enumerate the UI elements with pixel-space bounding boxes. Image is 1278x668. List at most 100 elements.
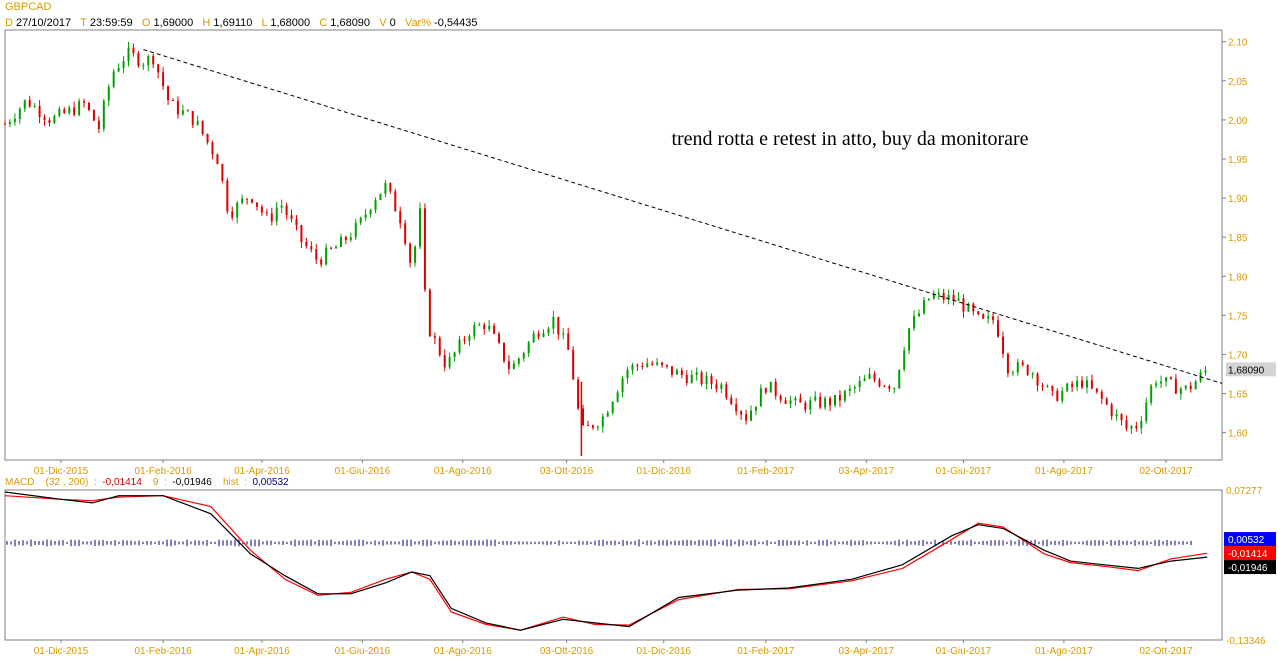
candle-down-body xyxy=(63,109,66,113)
candle-up-body xyxy=(646,363,649,368)
macd-histogram xyxy=(6,539,1192,547)
price-y-tick-label: 1,95 xyxy=(1228,155,1248,166)
candle-down-body xyxy=(982,314,985,319)
candle-up-body xyxy=(354,222,357,238)
candle-down-body xyxy=(715,384,718,390)
candle-down-body xyxy=(1026,364,1029,375)
candle-down-body xyxy=(764,388,767,393)
candle-up-body xyxy=(1140,421,1143,429)
candle-down-body xyxy=(972,303,975,312)
candle-up-body xyxy=(759,388,762,407)
candle-up-body xyxy=(690,374,693,384)
price-y-tick-label: 1,80 xyxy=(1228,272,1248,283)
macd-params: (32 , 200) xyxy=(45,477,89,488)
candle-down-body xyxy=(710,375,713,385)
price-x-tick-label: 01-Dic-2015 xyxy=(34,466,89,477)
candle-up-body xyxy=(122,61,125,69)
macd-x-tick-label: 01-Feb-2017 xyxy=(737,646,795,657)
trendline xyxy=(143,49,1223,384)
date-key: D xyxy=(5,17,13,29)
candle-up-body xyxy=(1011,372,1014,374)
candle-up-body xyxy=(1150,385,1153,403)
price-y-tick-label: 2,10 xyxy=(1228,38,1248,49)
candle-up-body xyxy=(488,325,491,330)
macd-readout: MACD (32 , 200) : -0,01414 9 : -0,01946 … xyxy=(5,477,289,488)
candle-up-body xyxy=(522,353,525,359)
close-key: C xyxy=(319,17,328,29)
price-x-tick-label: 01-Ago-2016 xyxy=(434,466,492,477)
candle-down-body xyxy=(838,395,841,401)
candle-up-body xyxy=(142,65,145,67)
candle-up-body xyxy=(794,397,797,401)
macd-x-tick-label: 01-Giu-2016 xyxy=(335,646,391,657)
candle-down-body xyxy=(428,289,431,337)
candle-down-body xyxy=(878,379,881,386)
candle-up-body xyxy=(843,390,846,401)
candle-down-body xyxy=(636,365,639,367)
price-y-tick-label: 1,70 xyxy=(1228,350,1248,361)
candle-up-body xyxy=(957,298,960,301)
candle-down-body xyxy=(700,372,703,385)
candle-down-body xyxy=(557,316,560,335)
price-x-tick-label: 01-Apr-2016 xyxy=(234,466,290,477)
candle-up-body xyxy=(695,372,698,375)
candle-up-body xyxy=(947,294,950,300)
candle-down-body xyxy=(167,86,170,101)
candle-down-body xyxy=(779,395,782,401)
candle-down-body xyxy=(804,402,807,410)
candle-down-body xyxy=(1174,379,1177,394)
candle-down-body xyxy=(661,362,664,365)
candle-down-body xyxy=(270,213,273,222)
macd-x-tick-label: 02-Ott-2017 xyxy=(1139,646,1193,657)
candle-down-body xyxy=(873,373,876,380)
candle-up-body xyxy=(824,398,827,408)
candle-down-body xyxy=(157,64,160,73)
candle-down-body xyxy=(295,219,298,226)
candle-up-body xyxy=(606,412,609,417)
candle-up-body xyxy=(1016,362,1019,373)
signal-line xyxy=(4,495,1208,631)
candle-down-body xyxy=(330,247,333,249)
candle-down-body xyxy=(685,374,688,384)
candle-up-body xyxy=(542,333,545,337)
hist-value-box xyxy=(1224,532,1276,547)
candle-up-body xyxy=(458,339,461,353)
candle-up-body xyxy=(33,106,36,108)
price-x-tick-label: 01-Ago-2017 xyxy=(1035,466,1093,477)
candle-down-body xyxy=(246,198,249,200)
macd-value-box xyxy=(1224,560,1276,575)
candle-up-body xyxy=(78,101,81,115)
close-value: 1,68090 xyxy=(330,17,371,29)
candle-up-body xyxy=(275,207,278,222)
candle-up-body xyxy=(1061,391,1064,401)
candle-up-body xyxy=(102,100,105,129)
price-y-tick-label: 2,00 xyxy=(1228,116,1248,127)
candle-down-body xyxy=(404,223,407,244)
candle-down-body xyxy=(344,236,347,241)
candle-down-body xyxy=(1100,391,1103,399)
candle-up-body xyxy=(631,365,634,371)
macd-value: -0,01414 xyxy=(102,477,142,488)
candle-down-body xyxy=(92,109,95,121)
candle-down-body xyxy=(1169,377,1172,380)
macd-x-tick-label: 01-Dic-2015 xyxy=(34,646,89,657)
candle-up-body xyxy=(1184,385,1187,389)
candle-down-body xyxy=(221,164,224,181)
price-y-tick-label: 1,85 xyxy=(1228,233,1248,244)
candle-down-body xyxy=(290,215,293,220)
candle-up-body xyxy=(789,400,792,404)
candle-down-body xyxy=(740,411,743,415)
candle-down-body xyxy=(38,106,41,118)
candle-up-body xyxy=(280,205,283,208)
candle-up-body xyxy=(858,381,861,388)
candle-up-body xyxy=(241,198,244,203)
candle-down-body xyxy=(97,120,100,129)
candle-up-body xyxy=(1155,383,1158,386)
candle-down-body xyxy=(819,396,822,408)
candle-down-body xyxy=(992,316,995,321)
macd-label: MACD xyxy=(5,477,35,488)
candle-up-body xyxy=(117,68,120,72)
candle-up-body xyxy=(532,333,535,343)
candle-up-body xyxy=(478,324,481,326)
candle-down-body xyxy=(1090,380,1093,389)
